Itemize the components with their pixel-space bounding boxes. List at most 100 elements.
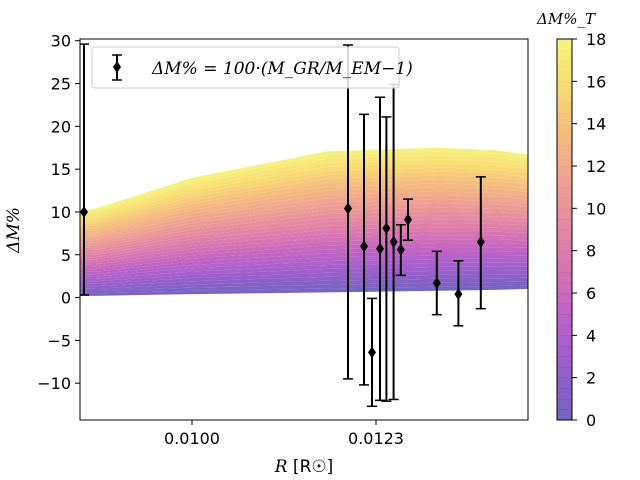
colorbar-level bbox=[557, 324, 572, 336]
colorbar: 0 2 4 6 8 10 12 14 16 18 ΔM%_T bbox=[536, 10, 606, 430]
data-point bbox=[375, 96, 385, 402]
colorbar-tick-label: 4 bbox=[586, 326, 596, 345]
y-axis-label: ΔM% bbox=[4, 207, 24, 254]
band-level bbox=[80, 195, 528, 242]
colorbar-label: ΔM%_T bbox=[536, 10, 596, 28]
colorbar-level bbox=[557, 218, 572, 230]
band-level bbox=[80, 243, 528, 270]
legend: ΔM% = 100·(M_GR/M_EM−1) bbox=[91, 46, 413, 89]
marker-diamond bbox=[382, 222, 391, 235]
data-point bbox=[381, 116, 392, 402]
marker-diamond bbox=[476, 235, 485, 248]
data-point bbox=[431, 250, 442, 316]
colorbar-level bbox=[557, 261, 572, 273]
colorbar-tick-label: 12 bbox=[586, 157, 606, 176]
colorbar-level bbox=[557, 271, 572, 283]
band-level bbox=[80, 199, 528, 244]
y-tick-label: −5 bbox=[47, 331, 71, 350]
legend-marker-diamond bbox=[113, 61, 121, 73]
colorbar-level bbox=[557, 356, 572, 368]
colorbar-level bbox=[557, 293, 572, 305]
colorbar-level bbox=[557, 102, 572, 114]
colorbar-level bbox=[557, 39, 572, 51]
legend-box bbox=[91, 46, 400, 89]
legend-label: ΔM% = 100·(M_GR/M_EM−1) bbox=[151, 59, 413, 79]
colorbar-level bbox=[557, 409, 572, 421]
colorbar-level bbox=[557, 303, 572, 315]
band-level bbox=[80, 270, 528, 287]
plot-frame bbox=[79, 38, 529, 421]
marker-diamond bbox=[432, 277, 441, 290]
colorbar-level bbox=[557, 345, 572, 357]
band-level bbox=[80, 203, 528, 246]
band-level bbox=[80, 187, 528, 237]
colorbar-tick-label: 10 bbox=[586, 199, 606, 218]
marker-diamond bbox=[80, 205, 88, 218]
colorbar-level bbox=[557, 60, 572, 72]
colorbar-level bbox=[557, 70, 572, 82]
colorbar-level bbox=[557, 335, 572, 347]
band-level bbox=[80, 281, 528, 294]
colorbar-level bbox=[557, 155, 572, 167]
y-tick-label: 20 bbox=[51, 117, 71, 136]
colorbar-level bbox=[557, 113, 572, 125]
colorbar-level bbox=[557, 197, 572, 209]
marker-diamond bbox=[376, 242, 384, 255]
colorbar-frame bbox=[556, 38, 573, 421]
data-point bbox=[367, 297, 377, 408]
band-level bbox=[80, 235, 528, 265]
colorbar-level bbox=[557, 144, 572, 156]
band-level bbox=[80, 254, 528, 277]
band-level bbox=[80, 231, 528, 263]
band-level bbox=[80, 251, 528, 275]
band-level bbox=[80, 219, 528, 256]
y-axis: −10 −5 0 5 10 15 20 25 30 bbox=[37, 32, 80, 393]
colorbar-level bbox=[557, 81, 572, 93]
colorbar-tick-label: 2 bbox=[586, 369, 596, 388]
band-level bbox=[80, 277, 528, 292]
band-level bbox=[80, 258, 528, 280]
x-tick-label: 0.0100 bbox=[164, 429, 220, 448]
colorbar-level bbox=[557, 240, 572, 252]
band-level bbox=[80, 266, 528, 284]
colorbar-level bbox=[557, 398, 572, 410]
colorbar-tick-label: 8 bbox=[586, 242, 596, 261]
band-level bbox=[80, 211, 528, 251]
y-tick-label: 15 bbox=[51, 160, 71, 179]
marker-diamond bbox=[404, 213, 412, 226]
marker-diamond bbox=[368, 346, 376, 359]
data-point bbox=[359, 113, 369, 386]
colorbar-level bbox=[557, 166, 572, 178]
data-point bbox=[395, 224, 406, 277]
band-level bbox=[80, 179, 528, 232]
colorbar-level bbox=[557, 49, 572, 61]
band-level bbox=[80, 227, 528, 261]
colorbar-tick-label: 6 bbox=[586, 284, 596, 303]
band-level bbox=[80, 191, 528, 239]
colorbar-level bbox=[557, 91, 572, 103]
colorbar-level bbox=[557, 123, 572, 135]
data-point bbox=[80, 43, 89, 296]
x-tick-label: 0.0123 bbox=[348, 429, 404, 448]
data-series bbox=[80, 43, 486, 408]
colorbar-tick-label: 18 bbox=[586, 30, 606, 49]
band-level bbox=[80, 183, 528, 235]
colorbar-level bbox=[557, 388, 572, 400]
marker-diamond bbox=[389, 235, 398, 248]
band-level bbox=[80, 207, 528, 249]
data-point bbox=[453, 260, 464, 327]
colorbar-level bbox=[557, 250, 572, 262]
y-tick-label: 0 bbox=[61, 289, 71, 308]
band-level bbox=[80, 215, 528, 254]
colorbar-tick-label: 16 bbox=[586, 72, 606, 91]
band-fill bbox=[80, 147, 528, 296]
colorbar-tick-label: 0 bbox=[586, 411, 596, 430]
band-level bbox=[80, 247, 528, 273]
colorbar-level bbox=[557, 367, 572, 379]
marker-diamond bbox=[344, 202, 352, 215]
y-tick-label: 30 bbox=[51, 32, 71, 51]
band-level bbox=[80, 262, 528, 282]
colorbar-level bbox=[557, 134, 572, 146]
colorbar-level bbox=[557, 229, 572, 241]
colorbar-tick-label: 14 bbox=[586, 115, 606, 134]
